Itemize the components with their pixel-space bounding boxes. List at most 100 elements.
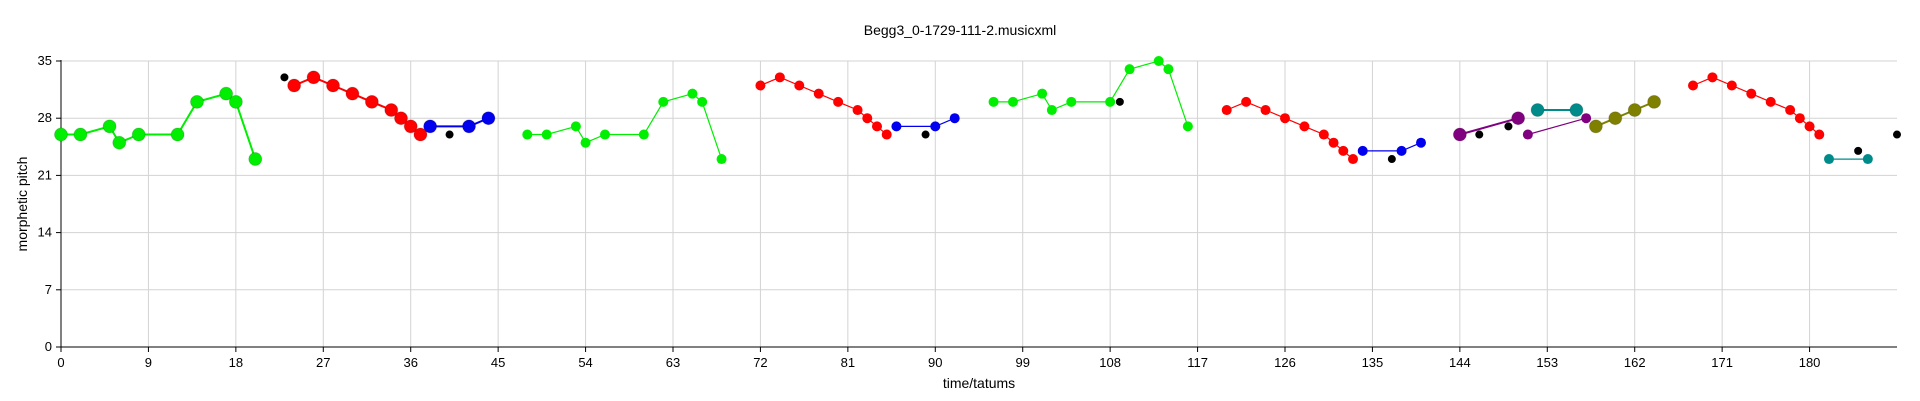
data-point	[881, 129, 892, 140]
series-line	[1459, 117, 1519, 136]
data-point	[921, 130, 930, 139]
data-point	[1066, 96, 1077, 107]
data-point	[1804, 121, 1815, 132]
data-point	[394, 111, 408, 126]
data-point	[1726, 80, 1737, 91]
series-line	[430, 117, 489, 128]
x-tick-label: 180	[1799, 355, 1821, 370]
x-tick-label: 0	[57, 355, 64, 370]
data-point	[1416, 137, 1426, 148]
x-tick-label: 72	[753, 355, 767, 370]
y-axis-label: morphetic pitch	[14, 157, 30, 252]
data-point	[1037, 88, 1048, 99]
data-point	[1647, 94, 1662, 109]
data-point	[1153, 56, 1164, 66]
data-point	[1318, 129, 1329, 140]
y-tick-label: 21	[38, 167, 52, 182]
data-point	[1862, 154, 1873, 165]
data-point	[580, 137, 591, 148]
data-point	[112, 135, 127, 150]
x-tick-label: 81	[841, 355, 855, 370]
data-point	[1396, 145, 1407, 156]
data-point	[522, 129, 533, 140]
data-point	[988, 96, 999, 107]
data-point	[1569, 103, 1584, 118]
data-point	[131, 127, 146, 142]
data-point	[872, 121, 882, 132]
series-line	[1692, 76, 1820, 135]
data-point	[541, 129, 552, 140]
data-point	[1338, 145, 1349, 156]
x-tick-label: 9	[145, 355, 152, 370]
data-point	[413, 127, 428, 142]
x-tick-label: 90	[928, 355, 942, 370]
data-point	[1348, 154, 1358, 165]
data-point	[403, 119, 418, 134]
y-tick-label: 35	[38, 53, 52, 68]
series-line	[527, 93, 723, 160]
data-point	[445, 130, 454, 139]
data-point	[1814, 129, 1825, 140]
data-point	[1627, 103, 1642, 118]
x-tick-label: 18	[229, 355, 243, 370]
data-point	[1241, 96, 1252, 107]
data-point	[1475, 130, 1484, 139]
data-point	[716, 154, 727, 165]
x-tick-label: 153	[1536, 355, 1558, 370]
data-point	[1530, 103, 1545, 118]
data-point	[326, 78, 340, 93]
series-line	[61, 92, 257, 160]
data-point	[102, 119, 117, 134]
x-tick-label: 27	[316, 355, 330, 370]
data-point	[794, 80, 805, 91]
data-point	[248, 152, 263, 167]
data-point	[930, 121, 941, 132]
data-point	[774, 72, 785, 83]
data-point	[1824, 154, 1834, 165]
x-axis-label: time/tatums	[943, 375, 1015, 391]
data-point	[1581, 113, 1592, 124]
data-point	[1105, 96, 1116, 107]
data-point	[891, 121, 902, 132]
chart-title: Begg3_0-1729-111-2.musicxml	[863, 22, 1057, 38]
data-point	[1854, 146, 1863, 155]
y-tick-label: 28	[38, 110, 52, 125]
data-point	[306, 70, 321, 85]
data-point	[1280, 113, 1290, 124]
data-point	[364, 94, 379, 109]
data-point	[638, 129, 649, 140]
data-point	[862, 113, 873, 124]
data-point	[1746, 88, 1757, 99]
data-point	[600, 129, 610, 140]
series-line	[1226, 101, 1354, 160]
data-point	[423, 119, 438, 134]
data-point	[1511, 111, 1526, 126]
data-point	[170, 127, 185, 142]
x-tick-label: 144	[1449, 355, 1471, 370]
data-point	[287, 78, 302, 93]
data-point	[658, 96, 669, 107]
y-tick-label: 14	[38, 225, 52, 240]
data-point	[1387, 155, 1396, 164]
data-point	[1299, 121, 1310, 132]
data-point	[1328, 137, 1339, 148]
series-line	[896, 117, 955, 128]
series-line	[760, 76, 888, 135]
data-point	[1260, 105, 1271, 116]
data-point	[219, 86, 234, 101]
x-tick-label: 135	[1362, 355, 1384, 370]
series-line	[1527, 117, 1587, 136]
data-point	[1182, 121, 1193, 132]
data-point	[1452, 127, 1467, 142]
x-tick-label: 162	[1624, 355, 1646, 370]
data-point	[1794, 113, 1805, 124]
data-point	[1008, 96, 1018, 107]
data-point	[462, 119, 476, 134]
data-point	[1588, 119, 1603, 134]
data-point	[280, 73, 289, 82]
x-tick-label: 36	[403, 355, 417, 370]
x-tick-label: 117	[1187, 355, 1208, 370]
data-point	[384, 103, 399, 118]
